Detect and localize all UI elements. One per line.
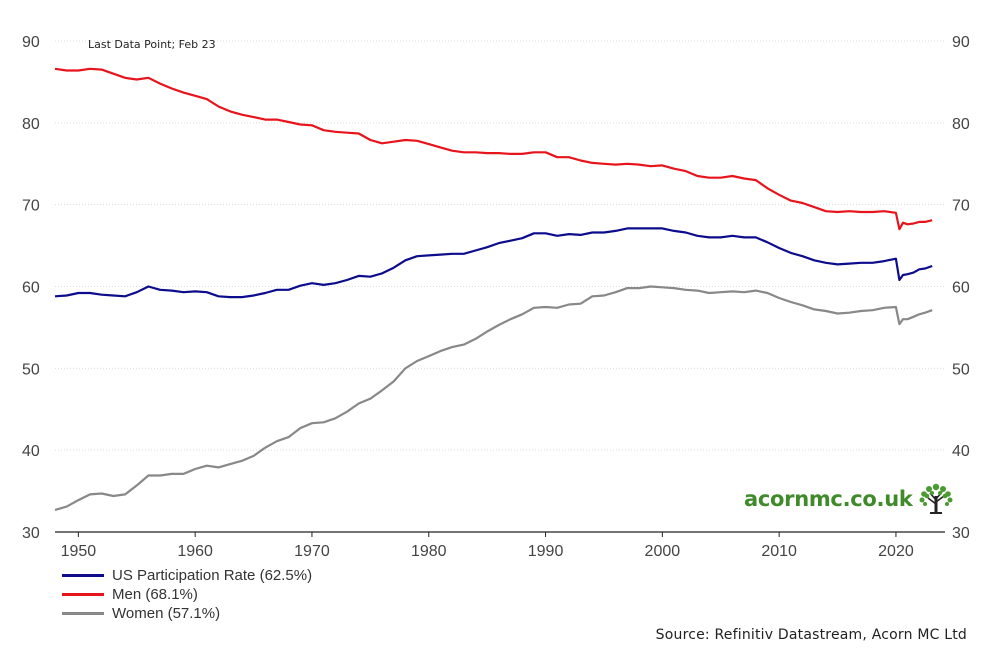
y-tick-right-50: 50	[952, 361, 970, 378]
gridlines	[55, 40, 945, 451]
x-tick-1960: 1960	[177, 543, 213, 560]
legend-label-participation: US Participation Rate (62.5%)	[112, 567, 313, 584]
series-line-men	[54, 67, 933, 231]
y-tick-left-70: 70	[22, 198, 40, 215]
brand-watermark: acornmc.co.uk	[744, 482, 955, 516]
x-tick-1990: 1990	[528, 543, 564, 560]
y-tick-left-50: 50	[22, 361, 40, 378]
legend: US Participation Rate (62.5%) Men (68.1%…	[62, 566, 312, 623]
tree-icon	[919, 483, 953, 514]
source-note: Source: Refinitiv Datastream, Acorn MC L…	[655, 627, 967, 643]
brand-text: acornmc.co.uk	[744, 487, 913, 511]
x-tick-2020: 2020	[878, 543, 914, 560]
x-tick-1950: 1950	[61, 543, 97, 560]
legend-item-participation: US Participation Rate (62.5%)	[62, 566, 312, 585]
y-tick-left-40: 40	[22, 443, 40, 460]
x-tick-1980: 1980	[411, 543, 447, 560]
y-tick-left-90: 90	[22, 34, 40, 51]
legend-swatch-men	[62, 593, 104, 596]
series-line-women	[54, 285, 933, 511]
y-tick-right-60: 60	[952, 280, 970, 297]
y-tick-right-90: 90	[952, 34, 970, 51]
y-tick-right-80: 80	[952, 116, 970, 133]
y-tick-right-30: 30	[952, 525, 970, 542]
y-tick-right-70: 70	[952, 198, 970, 215]
legend-label-men: Men (68.1%)	[112, 586, 198, 603]
y-tick-left-60: 60	[22, 280, 40, 297]
legend-item-women: Women (57.1%)	[62, 604, 312, 623]
series-line-participation	[54, 227, 933, 299]
y-tick-left-80: 80	[22, 116, 40, 133]
series-lines	[54, 67, 933, 511]
legend-swatch-women	[62, 612, 104, 615]
y-tick-left-30: 30	[22, 525, 40, 542]
legend-item-men: Men (68.1%)	[62, 585, 312, 604]
x-tick-2010: 2010	[761, 543, 797, 560]
x-tick-2000: 2000	[645, 543, 681, 560]
axes: 30 30 40 40 50 50 60 60 70 70 80 80 90 90 1950 1960 1970…	[22, 34, 970, 560]
x-tick-1970: 1970	[294, 543, 330, 560]
legend-label-women: Women (57.1%)	[112, 605, 221, 622]
last-data-point-note: Last Data Point; Feb 23	[88, 38, 216, 51]
y-tick-right-40: 40	[952, 443, 970, 460]
legend-swatch-participation	[62, 574, 104, 577]
